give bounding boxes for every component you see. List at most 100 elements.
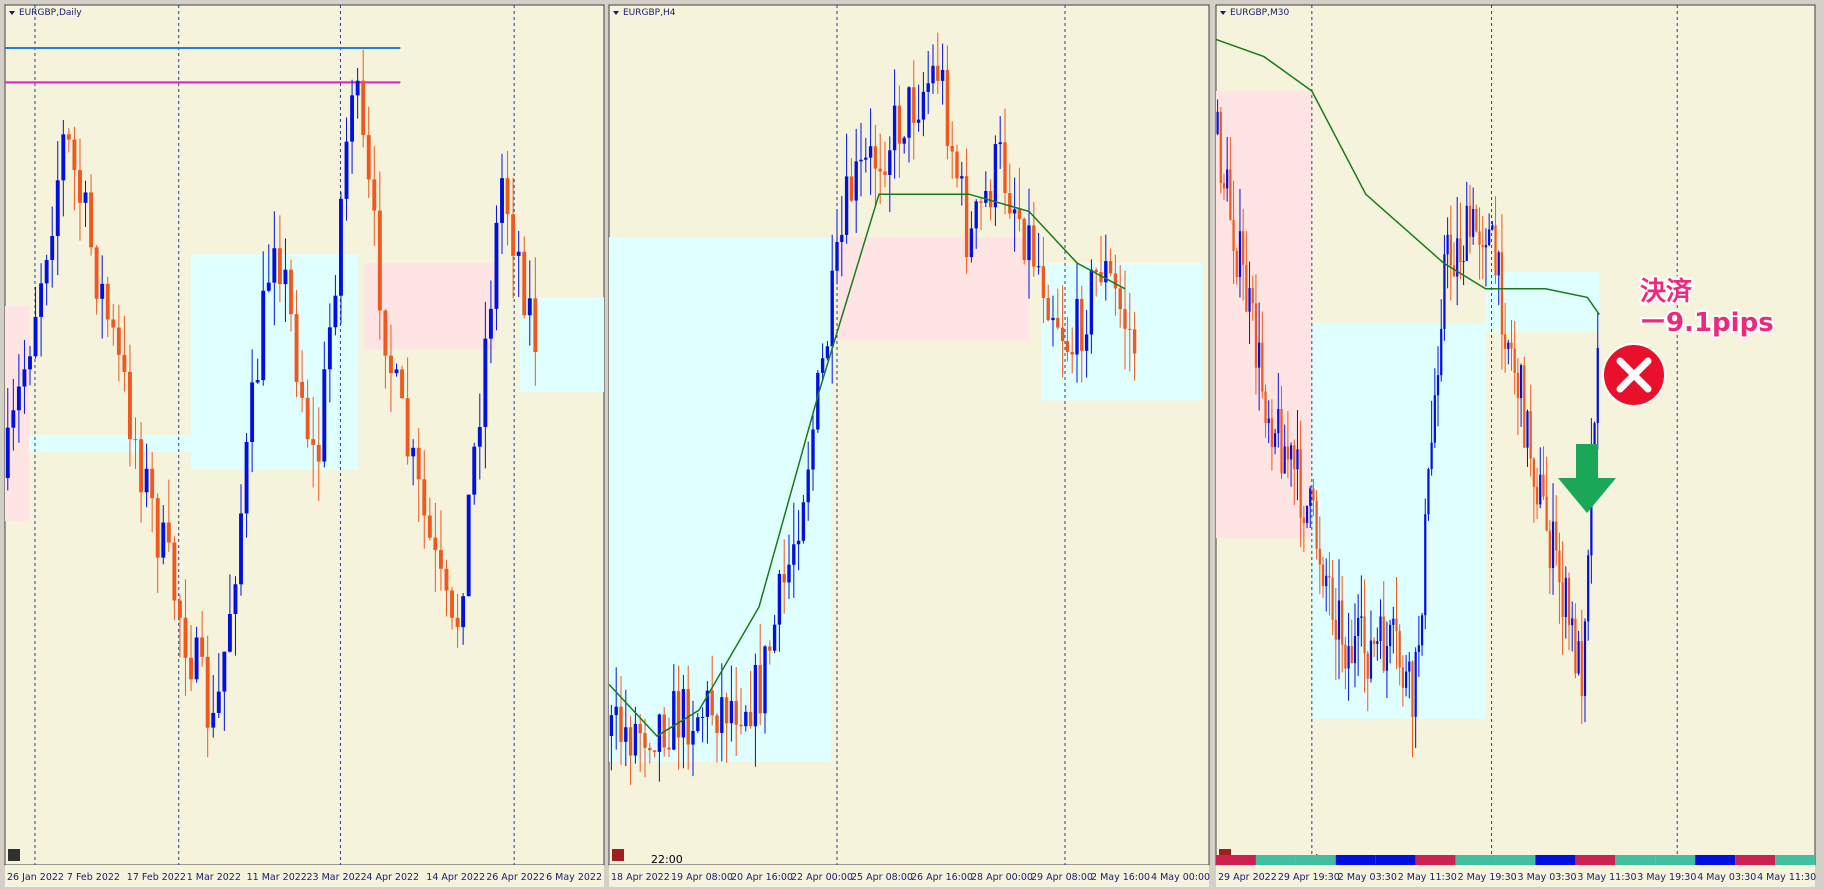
candle-body (792, 544, 796, 565)
candle-body (672, 691, 676, 750)
candle-body (1564, 577, 1567, 618)
moving-average (1215, 38, 1600, 316)
candle-body (1424, 514, 1427, 616)
candle-body (883, 171, 887, 175)
candle-body (849, 176, 854, 201)
candle-body (950, 145, 954, 152)
candle-body (405, 398, 410, 457)
candle-body (355, 80, 360, 96)
candle-body (205, 656, 210, 728)
candle-body (1459, 238, 1462, 263)
candle-body (177, 600, 182, 618)
signal-strip (1735, 855, 1776, 865)
candle-body (1070, 351, 1074, 355)
candle-body (724, 697, 729, 724)
x-tick-label: 3 May 19:30 (1637, 872, 1696, 883)
candle-body (1523, 365, 1526, 448)
sell-arrow (1558, 444, 1616, 513)
candle-body (300, 381, 305, 398)
candle-body (1222, 183, 1226, 189)
zone (837, 237, 1029, 341)
candle-body (1443, 254, 1446, 329)
candle-body (1123, 309, 1127, 329)
candle-body (1395, 618, 1398, 632)
candle-body (1315, 500, 1318, 549)
candle-body (729, 700, 734, 724)
candle-body (912, 87, 916, 123)
candle-body (1344, 644, 1347, 669)
candle-body (511, 214, 516, 256)
candle-body (1075, 298, 1079, 355)
candle-body (1302, 517, 1305, 523)
candle-body (1328, 575, 1331, 578)
panel-menu-icon (613, 11, 619, 15)
zone (1041, 263, 1203, 401)
candle-body (322, 369, 327, 462)
candle-body (1494, 225, 1497, 276)
candle-body (150, 468, 155, 499)
candle-body (676, 691, 681, 738)
candle-body (1273, 433, 1277, 447)
candle-body (11, 410, 16, 428)
x-tick-label: 26 Apr 2022 (486, 872, 545, 883)
candle-body (1500, 252, 1504, 335)
candle-body (758, 664, 762, 714)
candle-body (450, 590, 454, 618)
candle-body (859, 159, 863, 162)
candle-body (1289, 445, 1293, 460)
candle-body (1012, 209, 1017, 214)
candle-body (960, 176, 964, 179)
candle-body (1379, 616, 1382, 642)
candle-body (372, 179, 377, 211)
candle-body (1369, 640, 1373, 679)
panel-menu-icon (9, 11, 15, 15)
candle-body (984, 191, 988, 203)
candle-body (734, 700, 738, 725)
candle-body (902, 137, 906, 144)
candle-body (633, 723, 638, 756)
x-tick-label: 2 May 11:30 (1398, 872, 1457, 883)
candle-body (1462, 260, 1465, 263)
candle-body (1392, 618, 1395, 625)
candle-body (22, 369, 27, 387)
signal-strip (1216, 855, 1256, 865)
candle-body (344, 141, 349, 199)
candle-body (166, 522, 171, 543)
candle-body (1484, 245, 1488, 248)
candle-body (700, 716, 705, 718)
candle-body (1003, 142, 1007, 194)
candle-body (1417, 645, 1420, 652)
candle-body (377, 210, 382, 311)
signal-strip (1575, 855, 1616, 865)
candle-body (739, 724, 743, 727)
candle-body (1226, 169, 1229, 189)
candle-body (1056, 317, 1060, 328)
candle-body (878, 168, 882, 172)
candle-body (505, 178, 510, 215)
x-tick-label: 26 Apr 16:00 (911, 872, 973, 883)
candle-body (1084, 334, 1089, 351)
x-tick-label: 23 Mar 2022 (307, 872, 367, 883)
candle-body (1041, 266, 1046, 298)
candle-body (50, 236, 55, 260)
candle-body (333, 295, 338, 328)
candle-body (100, 283, 105, 299)
candle-body (1542, 474, 1545, 497)
candle-body (33, 316, 38, 357)
x-tick-label: 11 Mar 2022 (247, 872, 307, 883)
x-tick-label: 4 May 00:00 (1151, 872, 1210, 883)
candle-body (1248, 288, 1251, 312)
candle-body (1232, 219, 1235, 251)
candle-body (327, 327, 332, 370)
x-tick-label: 3 May 03:30 (1518, 872, 1577, 883)
candle-body (657, 714, 662, 752)
signal-strip (1695, 855, 1736, 865)
candle-body (1347, 645, 1350, 669)
candle-body (1219, 111, 1222, 184)
candle-body (1548, 530, 1551, 569)
signal-strip (1495, 855, 1536, 865)
candle-body (1519, 365, 1523, 399)
candle-body (715, 715, 719, 733)
candle-body (748, 711, 753, 727)
candle-body (1488, 229, 1491, 246)
